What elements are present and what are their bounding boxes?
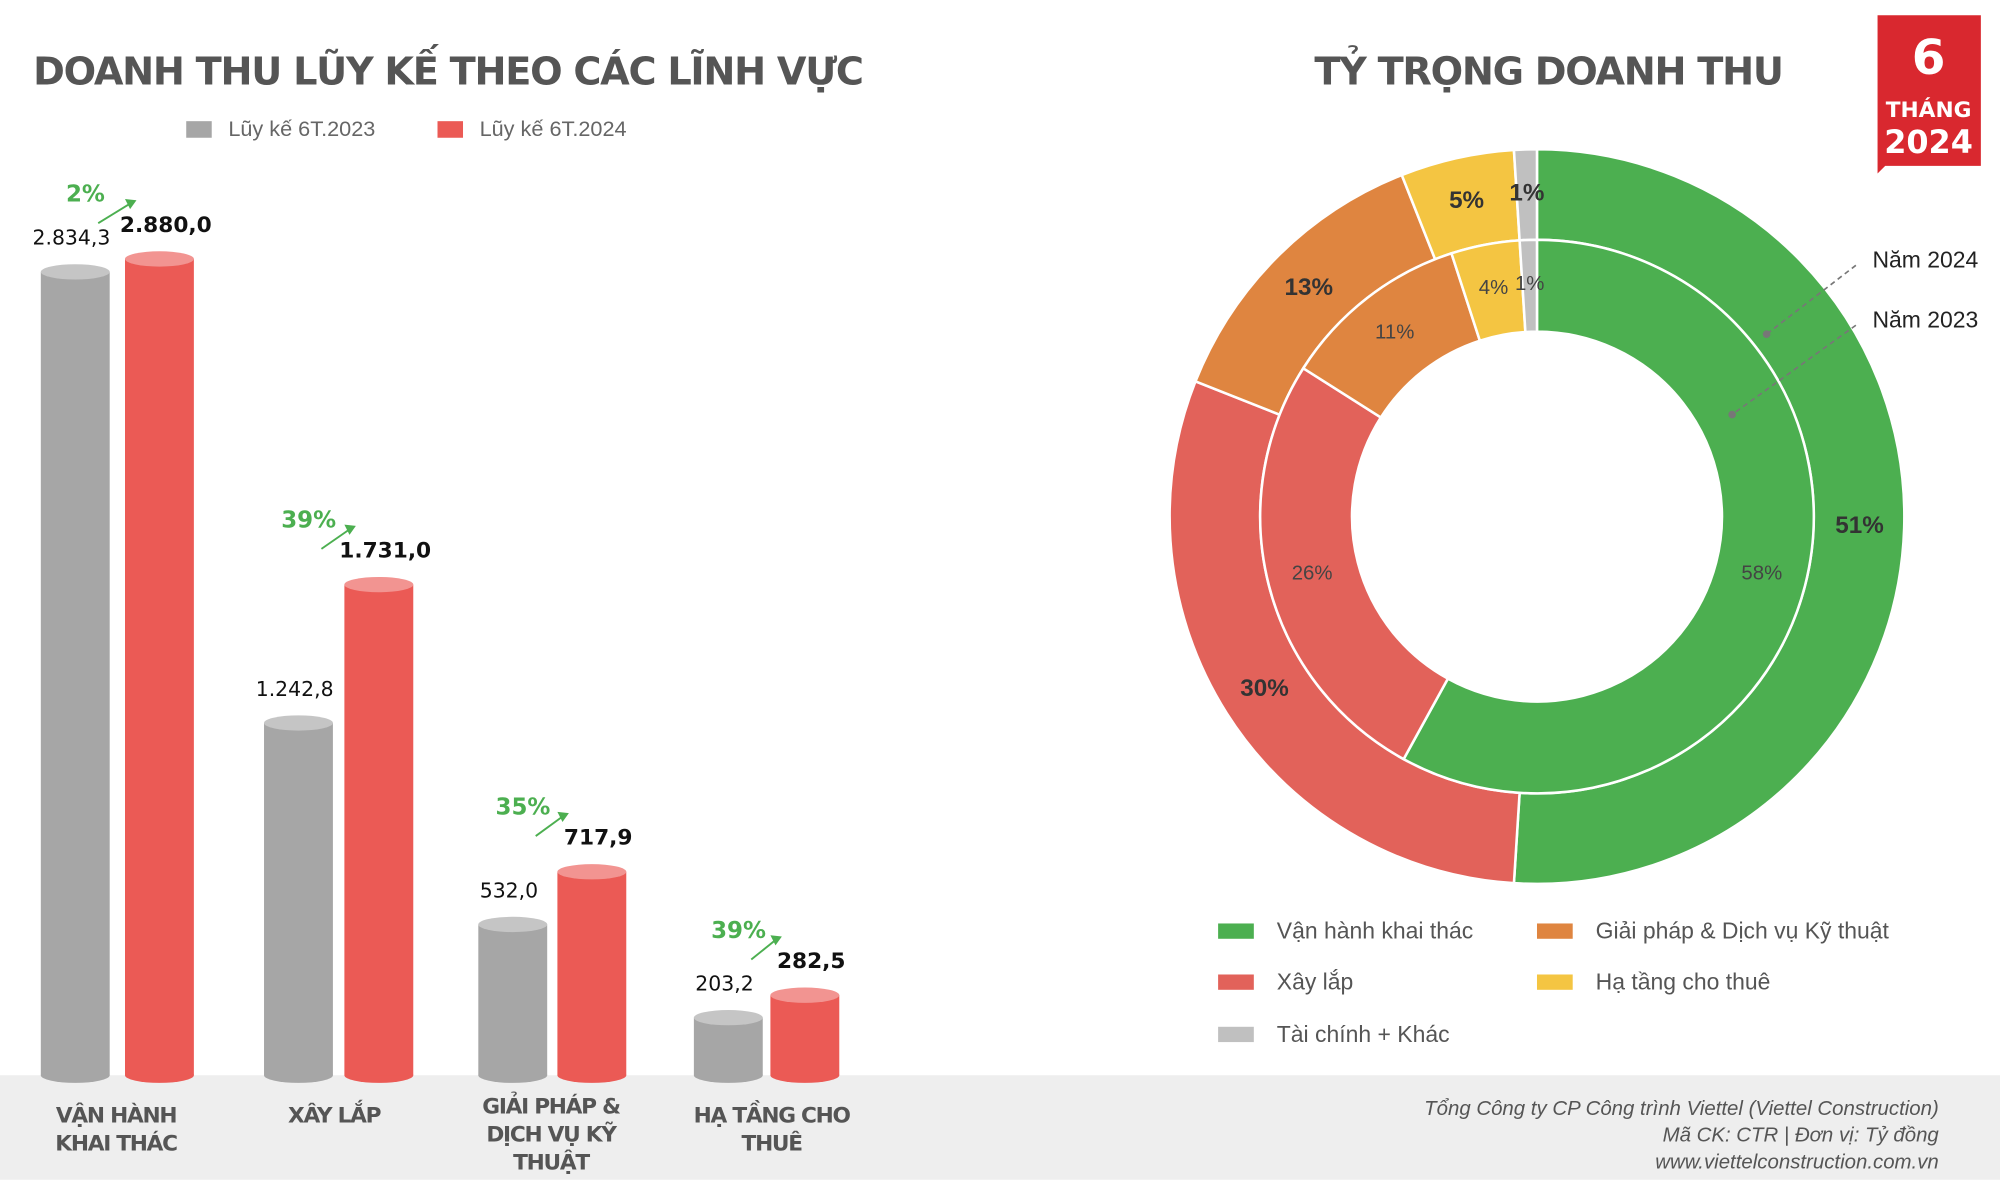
series-name: Năm 2023 [1872,306,1978,332]
badge-text: THÁNG [1886,97,1972,123]
bar-cap [40,264,110,280]
growth-arrow [97,201,132,225]
bar [124,258,194,1076]
value-label: 30% [1240,675,1288,702]
legend-label: Xây lắp [1277,968,1354,994]
growth-label: 35% [496,794,551,820]
growth-label: 39% [711,918,766,944]
legend-swatch [1218,974,1254,990]
bar [264,722,333,1076]
legend-label: Lũy kế 6T.2023 [228,116,375,141]
badge-number: 6 [1912,30,1946,86]
bar-cap [770,987,840,1003]
bar-cap [693,1010,763,1026]
chart-title: DOANH THU LŨY KẾ THEO CÁC LĨNH VỰC [33,42,863,94]
bar-cap [264,715,333,731]
bar [770,995,840,1076]
bar [40,271,110,1076]
growth-arrow [750,938,778,961]
value-label: 203,2 [695,971,753,995]
annotation-dot [1728,410,1736,419]
value-label: 13% [1285,274,1333,301]
donut-slice [1518,238,1539,334]
legend-label: Lũy kế 6T.2024 [480,116,627,141]
annotation-dot [1762,330,1771,339]
legend-swatch [1536,974,1573,990]
value-label: 58% [1741,563,1782,585]
value-label: 2.834,3 [33,226,111,250]
value-label: 1.242,8 [256,677,334,701]
growth-label: 2% [66,182,105,208]
value-label: 1.731,0 [339,538,431,563]
x-tick-label: VẬN HÀNH KHAI THÁC [55,1103,178,1157]
legend-label: Vận hành khai thác [1277,917,1473,943]
legend-swatch [1218,923,1254,939]
growth-arrowhead [557,811,569,823]
footer-text: www.viettelconstruction.com.vn [1655,1151,1939,1174]
bar-cap [344,576,414,593]
legend-swatch [1536,923,1573,939]
series-name: Năm 2024 [1872,247,1978,273]
growth-arrowhead [344,524,356,535]
footer-text: Mã CK: CTR | Đơn vị: Tỷ đồng [1662,1124,1939,1147]
bar [557,871,627,1076]
legend-swatch [437,121,464,138]
x-tick-label: GIẢI PHÁP & DỊCH VỤ KỸ THUẬT [482,1094,621,1177]
growth-arrow [535,814,565,837]
donut-slice [1258,366,1450,761]
donut-slice [1401,238,1815,795]
value-label: 1% [1515,273,1544,295]
bar-cap [124,251,194,267]
bar-cap [557,864,627,880]
legend-label: Giải pháp & Dịch vụ Kỹ thuật [1596,917,1890,943]
bar [693,1017,763,1076]
value-label: 532,0 [480,878,538,902]
x-tick-label: XÂY LẮP [288,1103,382,1129]
annotation-line [1731,324,1857,416]
x-tick-label: HẠ TẦNG CHO THUÊ [693,1103,851,1157]
value-label: 5% [1449,187,1484,214]
value-label: 4% [1479,277,1508,299]
value-label: 717,9 [564,826,633,851]
legend-swatch [186,121,212,138]
value-label: 11% [1375,322,1414,344]
growth-label: 39% [281,507,336,533]
bar [478,924,548,1076]
badge-text: 2024 [1884,123,1973,161]
growth-arrowhead [124,198,137,210]
value-label: 2.880,0 [120,213,212,238]
footer-text: Tổng Công ty CP Công trình Viettel (Viet… [1424,1098,1939,1120]
footer-band [0,1075,2000,1180]
growth-arrow [320,527,352,550]
bar [344,584,414,1076]
bar-cap [478,916,548,933]
value-label: 26% [1292,563,1333,585]
badge [1877,15,1981,174]
legend-swatch [1218,1026,1254,1043]
growth-arrowhead [770,935,782,946]
value-label: 282,5 [777,949,846,974]
legend-label: Hạ tầng cho thuê [1596,968,1771,994]
chart-title: TỶ TRỌNG DOANH THU [1314,44,1782,94]
annotation-line [1766,264,1857,335]
value-label: 51% [1835,512,1883,539]
value-label: 1% [1509,179,1544,206]
legend-label: Tài chính + Khác [1277,1021,1450,1047]
